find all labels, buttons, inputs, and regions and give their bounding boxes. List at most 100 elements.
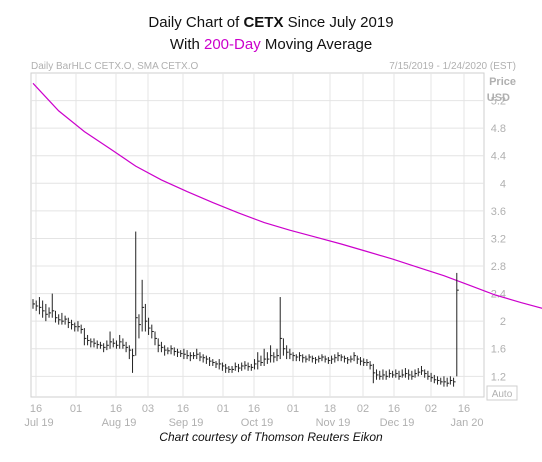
- hlc-bar: [279, 297, 283, 360]
- hlc-bar: [38, 297, 42, 315]
- hlc-bar: [356, 355, 360, 364]
- x-tick-month: Jan 20: [450, 417, 483, 429]
- y-tick-label: 5.2: [491, 96, 506, 108]
- hlc-bar: [234, 362, 238, 371]
- hlc-bar: [321, 354, 324, 362]
- x-tick-day: 16: [110, 403, 122, 415]
- hlc-bar: [122, 338, 125, 349]
- hlc-bar: [103, 343, 106, 353]
- x-tick-day: 02: [425, 403, 437, 415]
- hlc-bar: [263, 348, 267, 366]
- y-tick-label: 1.2: [491, 371, 506, 383]
- x-tick-day: 16: [248, 403, 260, 415]
- hlc-bar: [135, 231, 138, 356]
- hlc-bar: [433, 374, 437, 384]
- hlc-bar: [205, 355, 209, 364]
- hlc-bar: [180, 350, 183, 358]
- hlc-bar: [286, 345, 289, 360]
- hlc-bar: [305, 355, 308, 363]
- hlc-bar: [289, 348, 292, 360]
- auto-scale-label: Auto: [492, 389, 513, 400]
- hlc-bar: [209, 357, 212, 366]
- hlc-bar: [266, 352, 270, 364]
- hlc-bar: [244, 361, 247, 370]
- hlc-bar: [241, 362, 244, 371]
- hlc-bar: [173, 347, 177, 356]
- hlc-bar: [167, 347, 170, 355]
- x-tick-day: 01: [70, 403, 82, 415]
- x-tick-month: Jul 19: [24, 417, 53, 429]
- hlc-bar: [298, 352, 302, 362]
- hlc-bar: [420, 365, 424, 375]
- x-tick-day: 01: [287, 403, 299, 415]
- hlc-bar: [257, 352, 260, 370]
- hlc-bar: [48, 307, 52, 318]
- hlc-bar: [115, 340, 119, 349]
- hlc-bar: [359, 357, 363, 366]
- hlc-bar: [160, 341, 164, 353]
- x-tick-month: Dec 19: [380, 417, 415, 429]
- y-tick-label: 1.6: [491, 344, 506, 356]
- hlc-bar: [199, 352, 202, 362]
- x-tick-day: 02: [357, 403, 369, 415]
- hlc-bar: [424, 369, 427, 378]
- hlc-bar: [132, 348, 135, 373]
- hlc-bar: [141, 279, 145, 332]
- hlc-bar: [388, 369, 392, 378]
- hlc-bar: [315, 357, 318, 364]
- y-tick-label: 4.8: [491, 123, 506, 135]
- hlc-bar: [71, 319, 74, 330]
- hlc-bar: [334, 354, 337, 363]
- hlc-bar: [64, 315, 68, 325]
- hlc-bar: [401, 369, 405, 378]
- y-axis-unit: USD: [487, 92, 510, 104]
- hlc-bar: [231, 365, 235, 373]
- y-tick-label: 4: [500, 178, 506, 190]
- hlc-bar: [183, 348, 186, 360]
- hlc-bar: [324, 355, 328, 363]
- hlc-bar: [80, 324, 84, 334]
- hlc-bars: [32, 231, 459, 387]
- hlc-bar: [382, 369, 385, 380]
- hlc-bar: [270, 345, 273, 363]
- hlc-bar: [186, 350, 190, 360]
- hlc-bar: [221, 362, 225, 371]
- hlc-bar: [376, 369, 379, 380]
- hlc-bar: [148, 317, 151, 335]
- hlc-bar: [395, 369, 398, 378]
- hlc-bar: [99, 341, 103, 349]
- hlc-bar: [340, 354, 344, 362]
- hlc-bar: [282, 338, 286, 356]
- hlc-bar: [437, 376, 440, 385]
- hlc-bar: [247, 362, 251, 371]
- hlc-bar: [363, 358, 366, 366]
- hlc-bar: [138, 314, 141, 339]
- hlc-bar: [311, 355, 315, 363]
- hlc-bar: [446, 377, 450, 387]
- x-tick-day: 18: [324, 403, 336, 415]
- hlc-bar: [189, 352, 193, 362]
- x-tick-day: 01: [217, 403, 229, 415]
- title-suffix: Since July 2019: [283, 14, 394, 31]
- hlc-bar: [193, 352, 196, 360]
- hlc-bar: [456, 272, 459, 377]
- hlc-bar: [302, 354, 305, 363]
- hlc-bar: [225, 363, 228, 373]
- hlc-bar: [196, 348, 199, 360]
- y-tick-label: 3.2: [491, 233, 506, 245]
- hlc-bar: [51, 293, 55, 318]
- x-tick-month: Sep 19: [169, 417, 204, 429]
- subtitle-prefix: With: [169, 36, 204, 53]
- hlc-bar: [42, 300, 45, 318]
- hlc-bar: [202, 354, 206, 363]
- chart-credit: Chart courtesy of Thomson Reuters Eikon: [159, 430, 383, 444]
- hlc-bar: [337, 352, 340, 362]
- hlc-bar: [83, 328, 87, 346]
- x-tick-month: Oct 19: [241, 417, 273, 429]
- hlc-bar: [77, 321, 80, 332]
- hlc-bar: [237, 363, 241, 373]
- hlc-bar: [106, 340, 109, 351]
- auto-scale-box: [486, 385, 518, 401]
- hlc-bar: [379, 370, 382, 380]
- hlc-bar: [154, 331, 157, 346]
